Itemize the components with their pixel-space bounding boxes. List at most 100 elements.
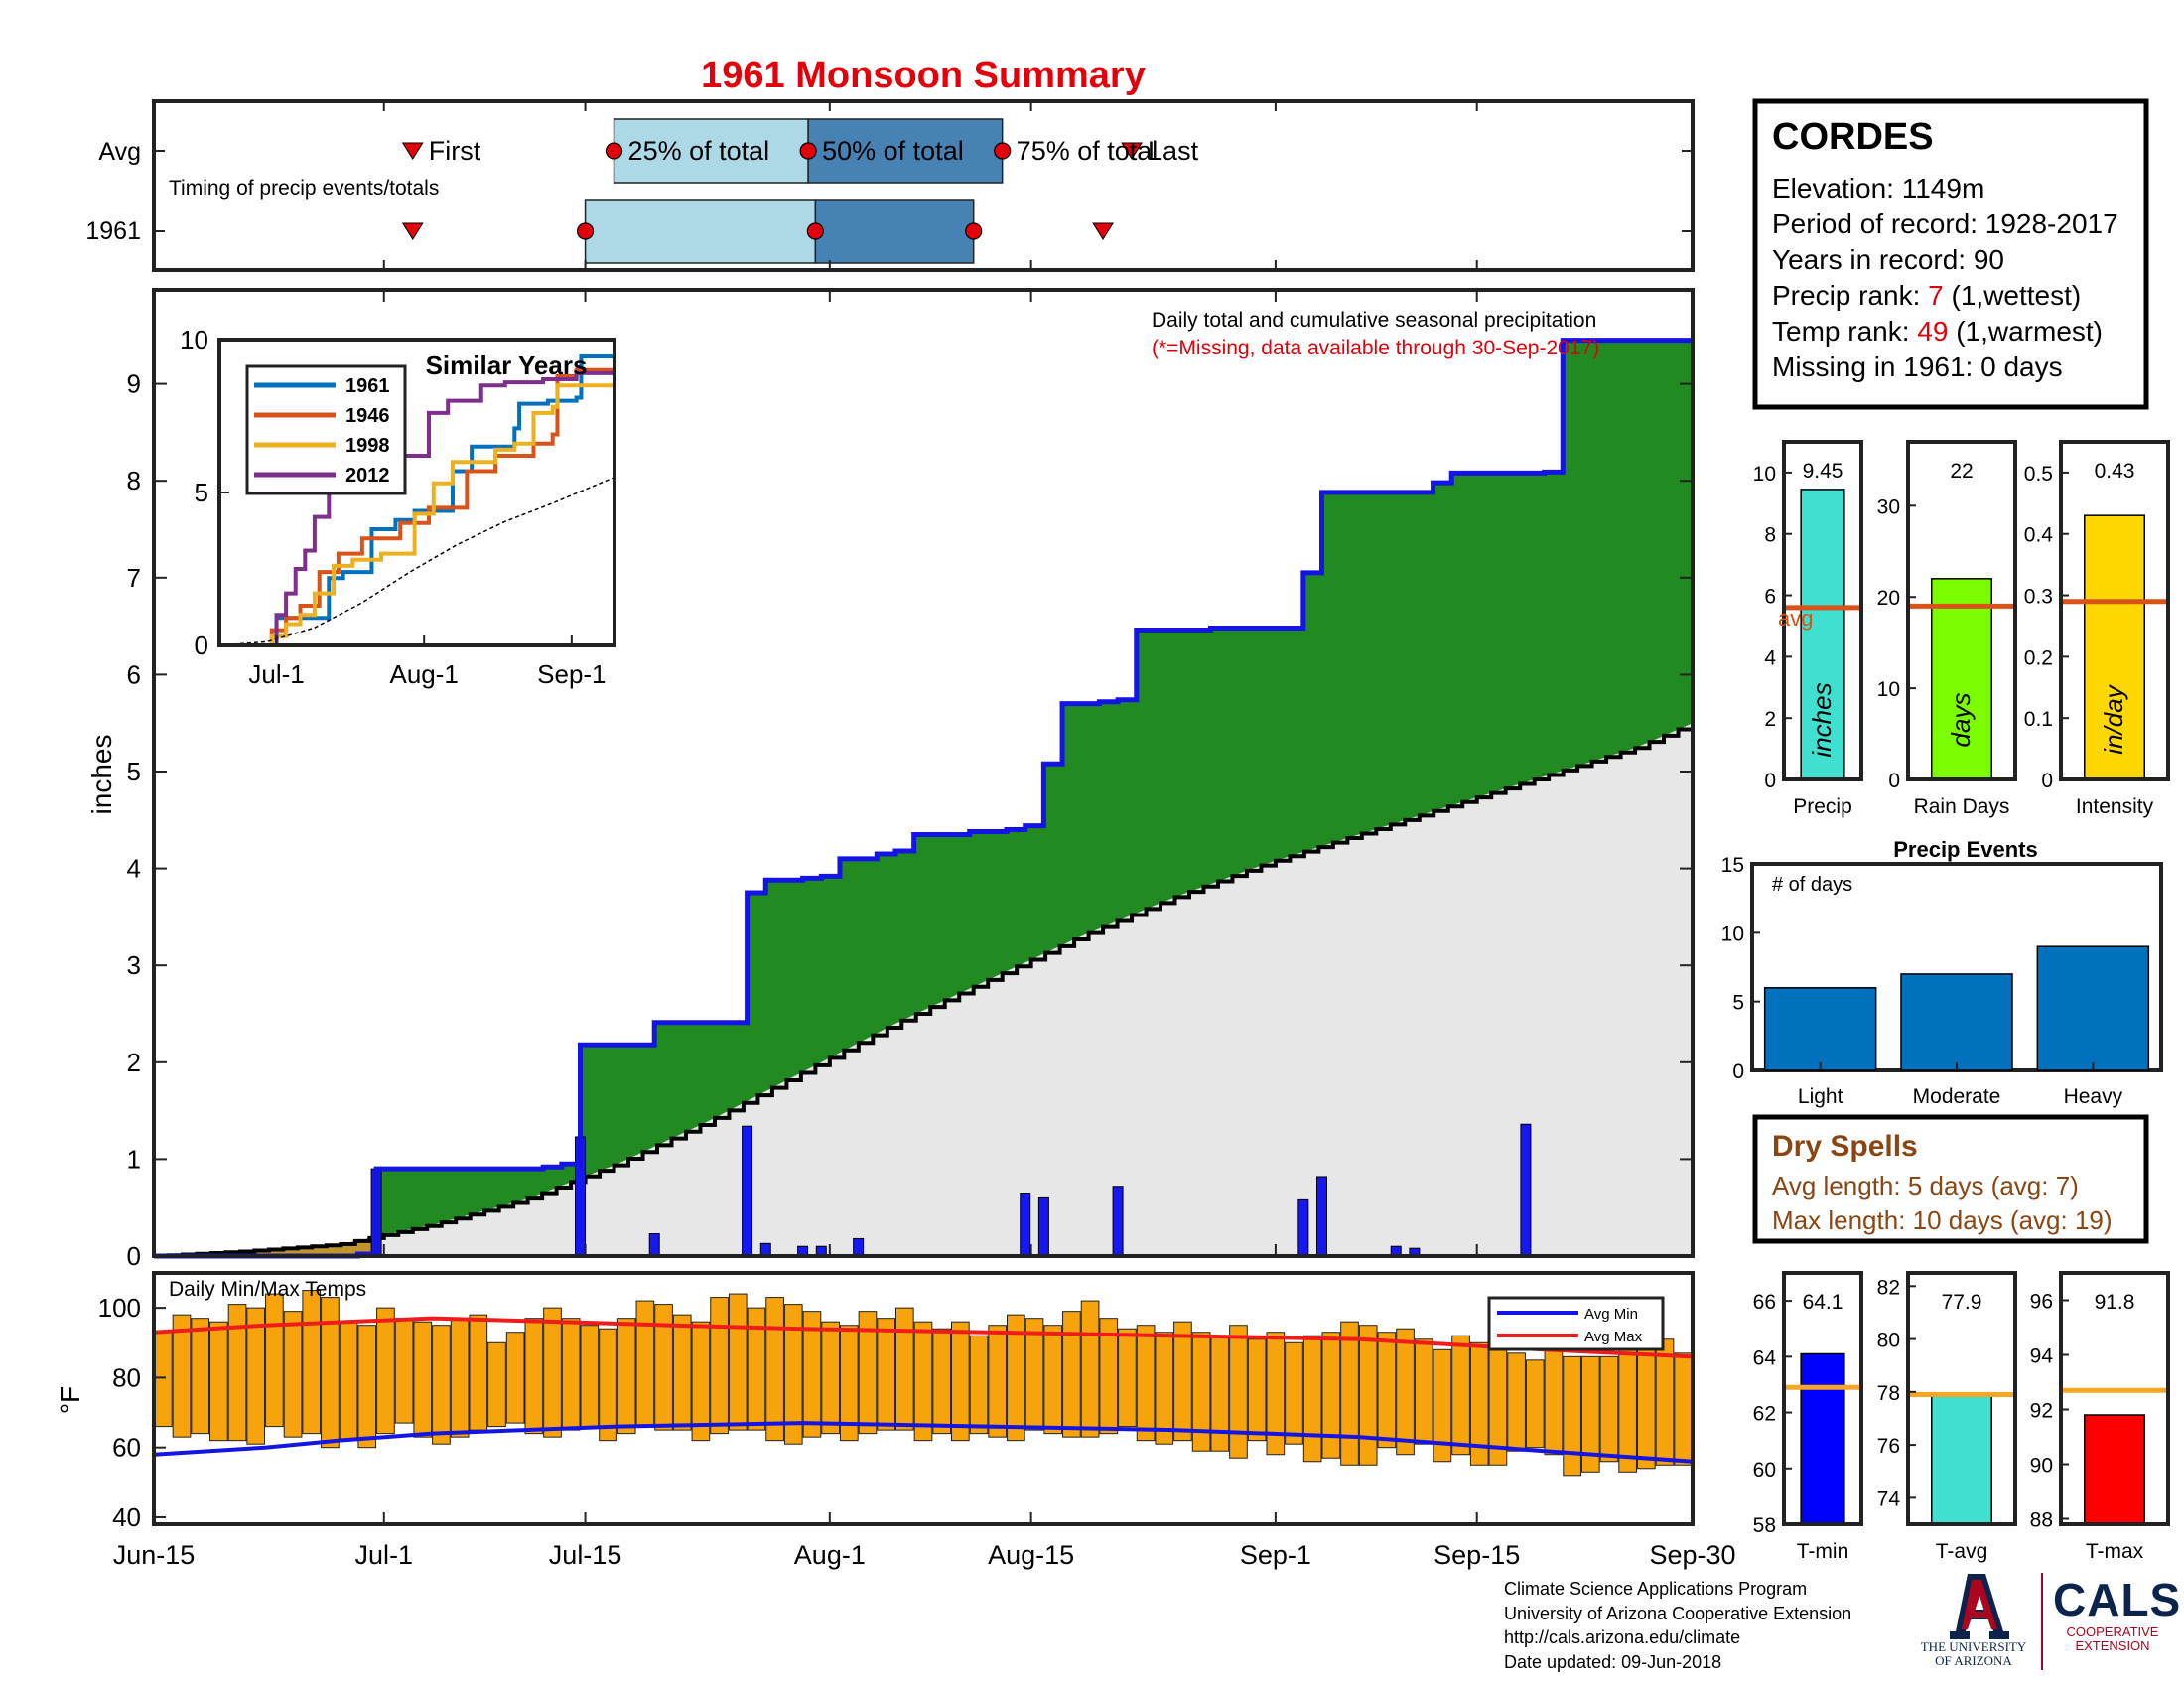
credits-line-2: University of Arizona Cooperative Extens… [1504, 1603, 1852, 1623]
station-temp-rank: Temp rank: 49 (1,warmest) [1772, 316, 2103, 347]
precip-ytick-label: 2 [127, 1048, 141, 1077]
temp-bar [1396, 1328, 1415, 1456]
temp-bar [1525, 1359, 1545, 1449]
precip-rank-value: 7 [1928, 280, 1944, 311]
t-min-ytick-label: 60 [1753, 1459, 1776, 1481]
t-avg-ytick-label: 76 [1877, 1435, 1900, 1458]
temp-bar [858, 1311, 878, 1435]
intensity-ytick-label: 0.4 [2024, 524, 2054, 547]
inset-line-1998 [219, 374, 616, 647]
precip-total-avg-label: avg [1778, 606, 1813, 631]
precip-rank-prefix: Precip rank: [1772, 280, 1928, 311]
credits: Climate Science Applications Program Uni… [1504, 1577, 1851, 1674]
daily-precip-bar [1316, 1176, 1328, 1257]
temp-bar [1155, 1332, 1174, 1445]
events-bar-heavy [2036, 945, 2150, 1071]
precip-ytick-label: 0 [127, 1241, 141, 1271]
precip-total-ytick-label: 6 [1764, 586, 1776, 609]
daily-precip-bar [1037, 1196, 1049, 1257]
dry-spells-avg: Avg length: 5 days (avg: 7) [1772, 1171, 2079, 1200]
inset-line-1961 [219, 353, 614, 647]
temp-bar [1414, 1338, 1433, 1445]
intensity-ytick-label: 0.2 [2024, 646, 2053, 669]
precip-total-ytick-label: 0 [1764, 770, 1776, 792]
timing-row-avg: Avg [98, 138, 141, 166]
temp-bar [321, 1297, 340, 1449]
t-min-xlabel: T-min [1797, 1540, 1849, 1563]
date-xtick-label: Aug-15 [988, 1540, 1074, 1570]
temp-frame [152, 1271, 1695, 1526]
inset-avg-line [218, 476, 615, 646]
precip-total-value-bar [1800, 489, 1845, 780]
timing-caption: Timing of precip events/totals [169, 177, 439, 200]
avg-last-triangle [1121, 142, 1143, 160]
temp-legend: Avg Min Avg Max [1487, 1296, 1665, 1351]
timing-label-50: 50% of total [822, 136, 964, 166]
temp-ytick-label: 60 [112, 1433, 141, 1463]
events-ylabel: # of days [1772, 874, 1852, 896]
temp-bar [1191, 1332, 1211, 1452]
temp-bar [616, 1318, 636, 1435]
missing-note: (*=Missing, data available through 30-Se… [1152, 337, 1599, 359]
university-name-2: OF ARIZONA [1935, 1653, 2012, 1668]
inset-ytick-label: 10 [180, 325, 208, 354]
temp-bar [1043, 1325, 1063, 1435]
temp-bar [487, 1341, 506, 1428]
precip-rank-suffix: (1,wettest) [1944, 280, 2081, 311]
temp-legend-box [1487, 1296, 1665, 1351]
temp-bar [1247, 1338, 1267, 1442]
t-avg-panel: 74 76 78 80 82 77.9 T-avg [1877, 1271, 2017, 1563]
t-max-ytick-label: 94 [2030, 1345, 2054, 1368]
temp-bar [339, 1321, 358, 1442]
inset-ytick-label: 0 [195, 631, 208, 660]
t-min-frame [1782, 1271, 1863, 1526]
temp-bar [1451, 1335, 1470, 1456]
timing-label-first: First [429, 136, 481, 166]
temp-bar [1136, 1325, 1156, 1442]
similar-years-inset: Similar Years 0 5 10 Jul-1 Aug-1 Sep-1 1961 19… [180, 325, 616, 689]
rain-days-panel: 0 10 20 30 22 Rain Days days [1877, 440, 2017, 818]
avg-cumulative-fill [154, 723, 1693, 1256]
station-missing: Missing in 1961: 0 days [1772, 352, 2063, 382]
station-frame [1752, 98, 2149, 410]
university-logo-icon [1950, 1574, 2009, 1639]
year-marker-75 [965, 222, 983, 240]
temp-bar [172, 1314, 192, 1438]
precip-ytick-label: 4 [127, 854, 141, 884]
temp-bar [1118, 1328, 1137, 1428]
temp-bar [154, 1332, 173, 1428]
intensity-value-bar [2084, 514, 2145, 780]
precip-total-xlabel: Precip [1793, 795, 1852, 818]
temp-bar [1636, 1345, 1656, 1470]
cals-logo[interactable]: CALS COOPERATIVE EXTENSION [2053, 1574, 2180, 1653]
temp-bar [432, 1325, 451, 1445]
station-name: CORDES [1772, 116, 1934, 158]
temp-bar [227, 1304, 247, 1442]
daily-precip-bar [648, 1233, 660, 1257]
t-min-ytick-label: 66 [1753, 1291, 1776, 1314]
t-avg-ytick-label: 82 [1877, 1276, 1900, 1299]
t-min-panel: 58 60 62 64 66 64.1 T-min [1753, 1271, 1863, 1563]
temp-bar [710, 1297, 729, 1435]
temp-bar [561, 1318, 581, 1431]
university-logo[interactable]: THE UNIVERSITY OF ARIZONA [1914, 1571, 2033, 1668]
temp-ytick-label: 80 [112, 1362, 141, 1392]
temp-ytick-label: 100 [98, 1293, 141, 1323]
temp-bar [894, 1307, 914, 1431]
precip-total-ytick-label: 2 [1764, 708, 1776, 731]
temp-bar [783, 1304, 803, 1445]
temp-bar [1024, 1318, 1044, 1431]
temp-bar [1340, 1321, 1359, 1466]
date-xtick-label: Sep-15 [1433, 1540, 1520, 1570]
rain-days-frame [1906, 440, 2017, 781]
temp-bar [1544, 1348, 1564, 1456]
temp-bar [1080, 1300, 1100, 1438]
daily-precip-bar [1520, 1123, 1532, 1257]
temp-bar [469, 1314, 488, 1431]
station-years: Years in record: 90 [1772, 244, 2004, 275]
date-xtick-label: Jul-15 [549, 1540, 622, 1570]
temp-bar [691, 1321, 711, 1442]
credits-link[interactable]: http://cals.arizona.edu/climate [1504, 1627, 1741, 1647]
rain-days-ytick-label: 30 [1877, 495, 1900, 518]
avg-first-triangle [401, 142, 424, 160]
